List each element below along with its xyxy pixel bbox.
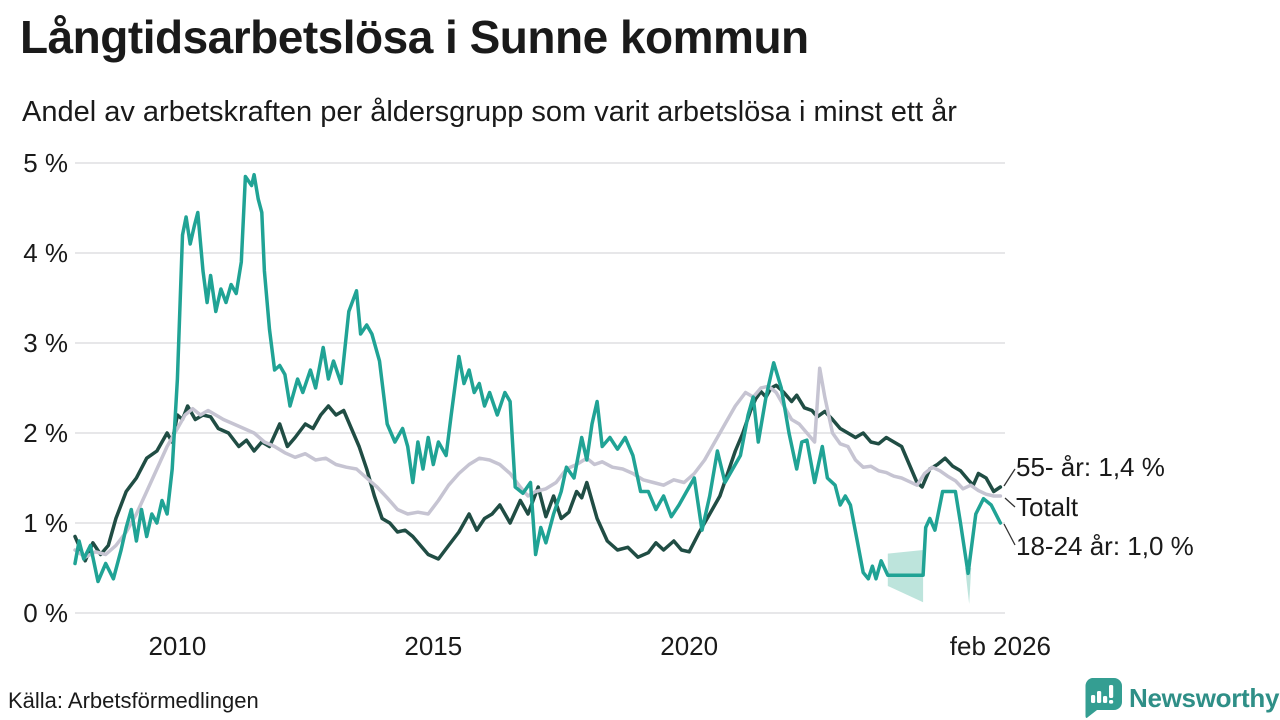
leader-line-18-24 — [1003, 523, 1016, 546]
y-tick-label: 0 % — [23, 598, 68, 628]
leader-line-55 — [1003, 468, 1016, 487]
series-label-18-24: 18-24 år: 1,0 % — [1016, 531, 1194, 561]
y-tick-label: 2 % — [23, 418, 68, 448]
series-label-55-plus: 55- år: 1,4 % — [1016, 452, 1165, 482]
source-note: Källa: Arbetsförmedlingen — [8, 688, 259, 713]
series-line-age-55-plus — [73, 383, 1003, 563]
brand-logo: Newsworthy — [1083, 677, 1279, 719]
series-label-total: Totalt — [1016, 492, 1079, 522]
y-axis-tick-labels: 0 % 1 % 2 % 3 % 4 % 5 % — [23, 148, 68, 628]
gridlines — [75, 162, 1005, 614]
x-tick-label: 2010 — [148, 631, 206, 661]
series-line-age-18-24 — [73, 172, 1003, 584]
y-tick-label: 4 % — [23, 238, 68, 268]
newsworthy-bubble-barchart-icon — [1085, 678, 1122, 718]
y-tick-label: 5 % — [23, 148, 68, 178]
x-tick-label: 2015 — [404, 631, 462, 661]
x-axis-tick-labels: 2010 2015 2020 feb 2026 — [148, 631, 1051, 661]
y-tick-label: 3 % — [23, 328, 68, 358]
series-lines — [73, 172, 1003, 584]
uncertainty-band — [965, 568, 972, 604]
uncertainty-bands — [887, 550, 972, 604]
brand-name: Newsworthy — [1129, 682, 1280, 713]
x-tick-label: 2020 — [660, 631, 718, 661]
leader-line-total — [1004, 497, 1016, 508]
chart-subtitle: Andel av arbetskraften per åldersgrupp s… — [22, 96, 957, 128]
y-tick-label: 1 % — [23, 508, 68, 538]
label-leader-lines — [1003, 468, 1016, 546]
series-line-total — [73, 366, 1003, 559]
page-title: Långtidsarbetslösa i Sunne kommun — [20, 11, 809, 63]
x-tick-label: feb 2026 — [950, 631, 1051, 661]
